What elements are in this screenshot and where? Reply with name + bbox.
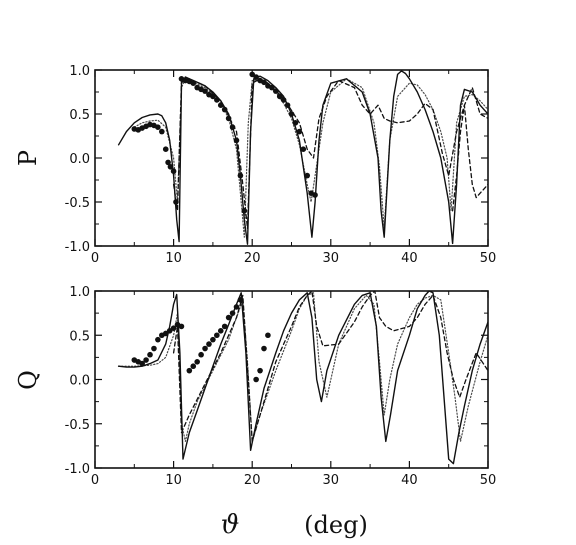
x-tick-label: 40	[401, 251, 418, 266]
data-point	[202, 345, 208, 352]
data-point	[155, 336, 161, 343]
data-point	[304, 172, 311, 179]
data-point	[173, 199, 179, 205]
x-tick-label: 30	[323, 473, 340, 488]
panel-q: 0 10 20 30 40 50 1.0 0.5 0.0 -0.5 -1.0 Q	[14, 285, 496, 488]
data-point	[186, 367, 193, 374]
data-point	[280, 97, 287, 103]
series-line-solid	[117, 70, 488, 245]
data-point	[229, 124, 236, 130]
data-point	[237, 172, 244, 179]
data-point	[249, 71, 255, 78]
data-point	[276, 93, 283, 100]
series-line-dashed	[172, 290, 488, 443]
data-point	[257, 367, 263, 374]
data-point	[265, 332, 271, 339]
x-tick-label: 10	[165, 251, 182, 266]
data-point	[170, 168, 177, 174]
data-point	[272, 88, 279, 94]
data-point	[284, 102, 291, 108]
data-point	[198, 351, 204, 358]
data-point	[221, 323, 228, 330]
y-tick-label: -1.0	[65, 462, 90, 477]
data-point	[288, 111, 295, 117]
data-point	[300, 146, 307, 152]
x-tick-label: 20	[244, 473, 261, 488]
data-point	[147, 351, 153, 358]
data-point	[225, 314, 232, 321]
data-point	[214, 97, 220, 103]
x-axis-unit: (deg)	[304, 511, 368, 539]
series-line-dashed	[172, 78, 488, 230]
data-point	[233, 304, 240, 310]
data-point	[206, 341, 212, 347]
data-point	[170, 325, 177, 331]
data-point	[214, 332, 220, 339]
x-tick-label: 10	[165, 473, 182, 488]
y-tick-label: 1.0	[69, 285, 90, 300]
data-point	[217, 328, 224, 334]
y-tick-label: -0.5	[65, 196, 90, 211]
x-tick-label: 0	[91, 251, 99, 266]
x-tick-label: 50	[480, 251, 497, 266]
y-axis-label-p: P	[14, 150, 42, 166]
data-point	[296, 128, 303, 135]
data-point	[162, 146, 169, 152]
data-point	[261, 79, 267, 86]
y-axis-label-q: Q	[14, 370, 42, 390]
series-line-dotted	[133, 78, 488, 238]
data-point	[225, 115, 232, 122]
y-tick-label: -1.0	[65, 240, 90, 255]
data-point	[159, 128, 165, 135]
data-point	[210, 336, 216, 343]
data-point	[237, 297, 244, 303]
plot-frame	[94, 69, 489, 247]
data-point	[167, 164, 174, 170]
data-point	[139, 360, 145, 367]
x-tick-label: 0	[91, 473, 99, 488]
y-tick-label: 0.0	[69, 374, 90, 389]
data-point	[261, 345, 267, 352]
panel-p: 0 10 20 30 40 50 1.0 0.5 0.0 -0.5 -1.0 P	[14, 64, 496, 266]
data-point	[178, 323, 185, 330]
data-point	[253, 376, 259, 383]
data-point	[162, 330, 169, 337]
y-tick-label: 1.0	[69, 64, 90, 79]
data-point	[143, 357, 149, 363]
x-axis-symbol: ϑ	[221, 510, 240, 540]
series-line-dotted	[118, 292, 488, 442]
data-point	[253, 74, 259, 80]
data-point	[194, 359, 200, 365]
data-point	[165, 159, 171, 166]
data-point	[312, 192, 318, 198]
data-point	[202, 88, 208, 94]
data-point	[210, 93, 216, 100]
data-point	[151, 345, 157, 352]
data-point	[292, 120, 299, 126]
y-tick-label: 0.5	[69, 108, 90, 123]
x-tick-label: 40	[401, 473, 418, 488]
x-tick-label: 20	[244, 251, 261, 266]
data-point	[190, 363, 197, 370]
data-point	[229, 310, 236, 316]
data-point	[217, 102, 224, 108]
series-line-dashed	[451, 104, 488, 212]
data-point	[221, 106, 228, 113]
data-point	[155, 124, 161, 130]
data-point	[269, 84, 275, 91]
plot-frame	[94, 290, 489, 469]
y-tick-label: 0.0	[69, 152, 90, 167]
data-point	[241, 208, 248, 214]
data-point	[190, 80, 197, 86]
x-tick-label: 30	[323, 251, 340, 266]
data-point	[233, 137, 240, 144]
x-tick-label: 50	[480, 473, 497, 488]
y-tick-label: 0.5	[69, 329, 90, 344]
y-tick-label: -0.5	[65, 418, 90, 433]
data-point	[166, 328, 173, 334]
series-line-solid	[117, 290, 488, 465]
